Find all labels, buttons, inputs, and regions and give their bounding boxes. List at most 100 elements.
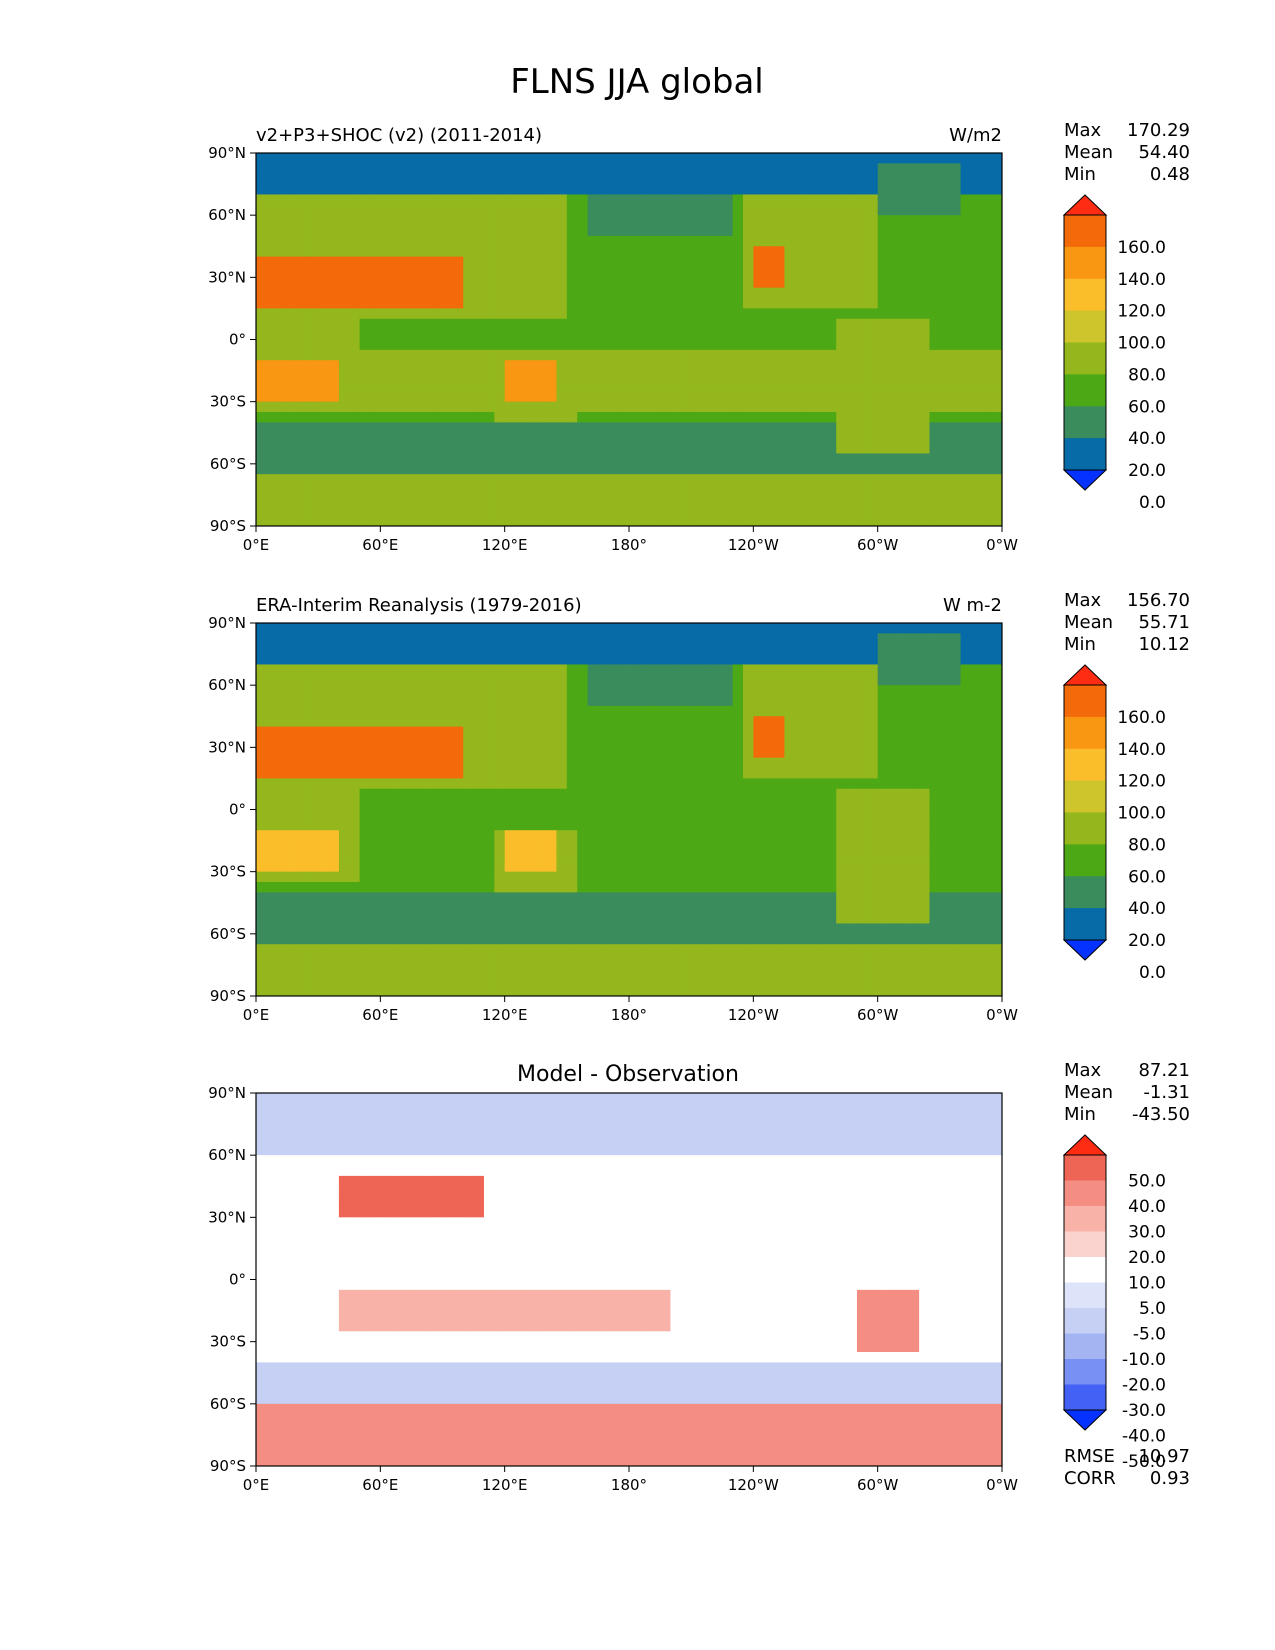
map-cell [836, 215, 848, 227]
map-cell [981, 633, 993, 645]
map-cell [867, 298, 879, 309]
map-cell [753, 850, 765, 862]
map-cell [939, 391, 951, 403]
map-cell [763, 654, 775, 665]
colorbar-tick-label: 40.0 [1128, 429, 1166, 449]
map-cell [908, 184, 920, 195]
map-cell [825, 757, 837, 769]
map-cell [805, 412, 816, 423]
map-cell [670, 256, 682, 268]
map-cell [577, 664, 589, 676]
map-cell [401, 380, 412, 392]
map-cell [888, 871, 899, 883]
map-cell [763, 422, 775, 434]
map-cell [276, 913, 288, 924]
map-cell [991, 401, 1003, 413]
map-cell [960, 830, 972, 842]
map-cell [546, 913, 557, 924]
map-cell [867, 256, 879, 268]
map-cell [919, 246, 930, 258]
map-cell [680, 674, 692, 686]
map-cell [991, 453, 1003, 465]
map-cell [287, 809, 298, 821]
map-cell [432, 674, 443, 686]
map-cell [287, 747, 298, 759]
map-cell [929, 778, 941, 790]
map-cell [629, 298, 640, 309]
map-cell [763, 277, 775, 289]
map-cell [525, 401, 537, 413]
map-cell [328, 287, 340, 299]
map-cell [950, 788, 962, 800]
map-cell [670, 277, 682, 289]
map-cell [390, 705, 402, 717]
map-cell [794, 370, 806, 382]
panel-observation: ERA-Interim Reanalysis (1979-2016) W m-2… [208, 590, 1190, 1024]
map-cell [649, 360, 661, 372]
map-cell [535, 850, 547, 862]
map-cell [846, 913, 858, 924]
map-cell [763, 819, 775, 831]
map-cell [908, 685, 920, 697]
map-cell [629, 505, 640, 517]
map-cell [784, 623, 796, 634]
map-observation [255, 622, 1003, 997]
map-cell [732, 443, 744, 454]
map-cell [287, 716, 298, 728]
map-cell [960, 329, 972, 340]
map-cell [587, 505, 599, 517]
map-cell [691, 474, 703, 486]
map-cell [546, 256, 557, 268]
map-cell [815, 308, 827, 320]
map-cell [411, 422, 423, 434]
map-cell [815, 757, 827, 769]
map-cell [442, 453, 454, 465]
map-cell [287, 799, 298, 810]
map-cell [711, 277, 723, 289]
map-cell [846, 349, 858, 361]
map-cell [266, 778, 278, 790]
map-cell [691, 225, 703, 237]
map-cell [815, 515, 827, 527]
map-cell [369, 225, 381, 237]
map-cell [597, 685, 609, 697]
map-cell [452, 685, 464, 697]
map-cell [483, 298, 495, 309]
map-cell [525, 861, 537, 873]
map-cell [680, 422, 692, 434]
map-cell [629, 757, 640, 769]
map-cell [867, 266, 879, 278]
map-cell [597, 474, 609, 486]
map-cell [649, 747, 661, 759]
map-cell [753, 902, 765, 914]
map-cell [566, 412, 578, 423]
map-cell [742, 370, 754, 382]
map-cell [473, 453, 485, 465]
map-cell [794, 463, 806, 475]
map-cell [846, 788, 858, 800]
map-cell [349, 463, 361, 475]
map-cell [732, 298, 744, 309]
map-cell [680, 944, 692, 956]
map-cell [494, 505, 506, 517]
map-cell [349, 747, 361, 759]
map-cell [950, 623, 962, 634]
map-cell [442, 778, 454, 790]
map-cell [515, 633, 526, 645]
map-cell [877, 360, 889, 372]
map-cell [359, 443, 371, 454]
map-cell [287, 726, 298, 738]
map-cell [888, 484, 899, 496]
map-cell [898, 153, 910, 164]
map-cell [618, 349, 630, 361]
map-cell [401, 923, 412, 935]
map-cell [504, 474, 516, 486]
map-cell [349, 861, 361, 873]
map-cell [452, 768, 464, 779]
map-cell [432, 308, 443, 320]
map-cell [970, 391, 982, 403]
map-cell [919, 768, 930, 779]
map-cell [577, 933, 589, 945]
map-cell [877, 861, 889, 873]
map-cell [504, 401, 516, 413]
